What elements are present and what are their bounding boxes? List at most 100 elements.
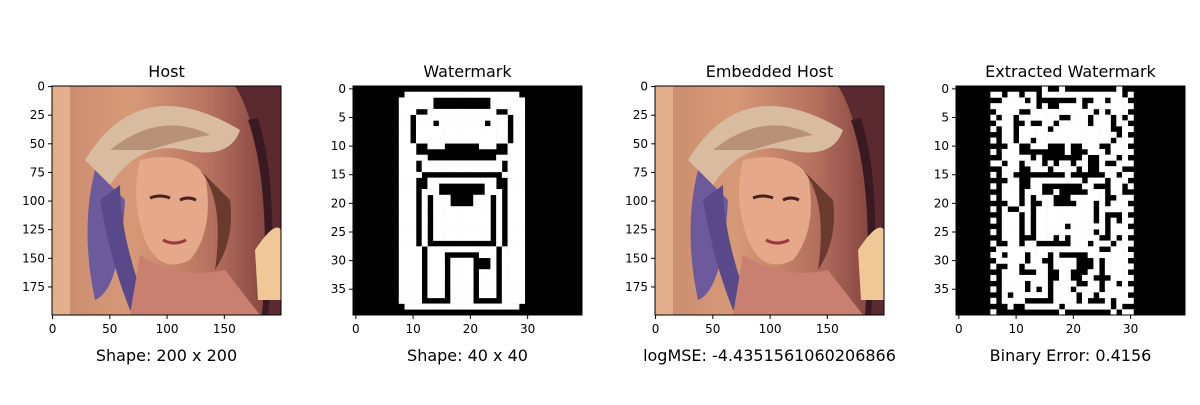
- matrix-cell: [1013, 200, 1020, 207]
- matrix-cell: [438, 126, 445, 133]
- matrix-cell: [1047, 217, 1054, 224]
- matrix-cell: [1018, 292, 1025, 299]
- matrix-cell: [1018, 206, 1025, 213]
- matrix-cell: [1024, 229, 1031, 236]
- matrix-cell: [1001, 120, 1008, 127]
- matrix-cell: [1070, 217, 1077, 224]
- matrix-cell: [1093, 126, 1100, 133]
- matrix-cell: [1018, 280, 1025, 287]
- matrix-cell: [1099, 177, 1106, 184]
- matrix-cell: [1110, 263, 1117, 270]
- matrix-cell: [1018, 97, 1025, 104]
- matrix-cell: [1018, 126, 1025, 133]
- matrix-cell: [1116, 148, 1123, 155]
- matrix-cell: [507, 166, 514, 173]
- matrix-cell: [490, 160, 497, 167]
- matrix-cell: [438, 217, 445, 224]
- matrix-cell: [513, 263, 520, 270]
- matrix-cell: [1076, 303, 1083, 310]
- matrix-cell: [1018, 137, 1025, 144]
- matrix-cell: [1110, 108, 1117, 115]
- matrix-cell: [1081, 120, 1088, 127]
- matrix-cell: [513, 177, 520, 184]
- matrix-cell: [456, 246, 463, 253]
- matrix-cell: [501, 303, 508, 310]
- matrix-cell: [513, 166, 520, 173]
- panel-extracted-watermark-title: Extracted Watermark: [985, 62, 1156, 81]
- matrix-cell: [1041, 131, 1048, 138]
- matrix-cell: [501, 252, 508, 259]
- matrix-cell: [433, 217, 440, 224]
- matrix-cell: [1053, 252, 1060, 259]
- matrix-cell: [1059, 166, 1066, 173]
- matrix-cell: [1007, 126, 1014, 133]
- matrix-cell: [1064, 297, 1071, 304]
- matrix-cell: [438, 234, 445, 241]
- matrix-cell: [990, 217, 997, 224]
- matrix-cell: [496, 160, 503, 167]
- matrix-cell: [519, 206, 526, 213]
- matrix-cell: [1064, 108, 1071, 115]
- matrix-cell: [1059, 120, 1066, 127]
- matrix-cell: [478, 252, 485, 259]
- matrix-cell: [427, 103, 434, 110]
- matrix-cell: [404, 263, 411, 270]
- matrix-cell: [415, 257, 422, 264]
- matrix-cell: [421, 211, 428, 218]
- panel-embedded-host-xlabel: logMSE: -4.4351561060206866: [643, 346, 896, 365]
- matrix-cell: [1099, 108, 1106, 115]
- matrix-cell: [1041, 217, 1048, 224]
- matrix-cell: [404, 189, 411, 196]
- panel-host-ticks: 0 50 100 150 0 25 50 75 100 125 150 175: [22, 80, 236, 336]
- matrix-cell: [1053, 108, 1060, 115]
- matrix-cell: [404, 148, 411, 155]
- matrix-cell: [398, 154, 405, 161]
- matrix-cell: [1047, 303, 1054, 310]
- matrix-cell: [1099, 189, 1106, 196]
- matrix-cell: [398, 240, 405, 247]
- matrix-cell: [1116, 303, 1123, 310]
- matrix-cell: [496, 91, 503, 98]
- matrix-cell: [1122, 194, 1129, 201]
- matrix-cell: [1007, 137, 1014, 144]
- matrix-cell: [1007, 183, 1014, 190]
- matrix-cell: [1013, 240, 1020, 247]
- panel-watermark-ticks: 0 10 20 30 0 5 10 15 20 25 30 35: [331, 82, 536, 336]
- matrix-cell: [490, 286, 497, 293]
- matrix-cell: [484, 114, 491, 121]
- matrix-cell: [513, 131, 520, 138]
- matrix-cell: [1076, 114, 1083, 121]
- matrix-cell: [1099, 148, 1106, 155]
- matrix-cell: [1087, 194, 1094, 201]
- x-tick-label: 150: [816, 322, 839, 336]
- matrix-cell: [1116, 166, 1123, 173]
- matrix-cell: [1053, 206, 1060, 213]
- matrix-cell: [513, 252, 520, 259]
- matrix-cell: [398, 189, 405, 196]
- matrix-cell: [1041, 177, 1048, 184]
- matrix-cell: [1013, 154, 1020, 161]
- matrix-cell: [1013, 269, 1020, 276]
- matrix-cell: [490, 108, 497, 115]
- matrix-cell: [410, 246, 417, 253]
- matrix-cell: [1013, 160, 1020, 167]
- matrix-cell: [1001, 217, 1008, 224]
- matrix-cell: [1099, 303, 1106, 310]
- matrix-cell: [1030, 143, 1037, 150]
- matrix-cell: [1007, 108, 1014, 115]
- matrix-cell: [438, 194, 445, 201]
- matrix-cell: [444, 303, 451, 310]
- matrix-cell: [1001, 189, 1008, 196]
- matrix-cell: [1076, 217, 1083, 224]
- matrix-cell: [478, 234, 485, 241]
- matrix-cell: [421, 194, 428, 201]
- matrix-cell: [1047, 177, 1054, 184]
- matrix-cell: [1122, 131, 1129, 138]
- matrix-cell: [1070, 229, 1077, 236]
- matrix-cell: [1036, 114, 1043, 121]
- matrix-cell: [519, 171, 526, 178]
- matrix-cell: [1116, 103, 1123, 110]
- matrix-cell: [1059, 286, 1066, 293]
- matrix-cell: [1024, 189, 1031, 196]
